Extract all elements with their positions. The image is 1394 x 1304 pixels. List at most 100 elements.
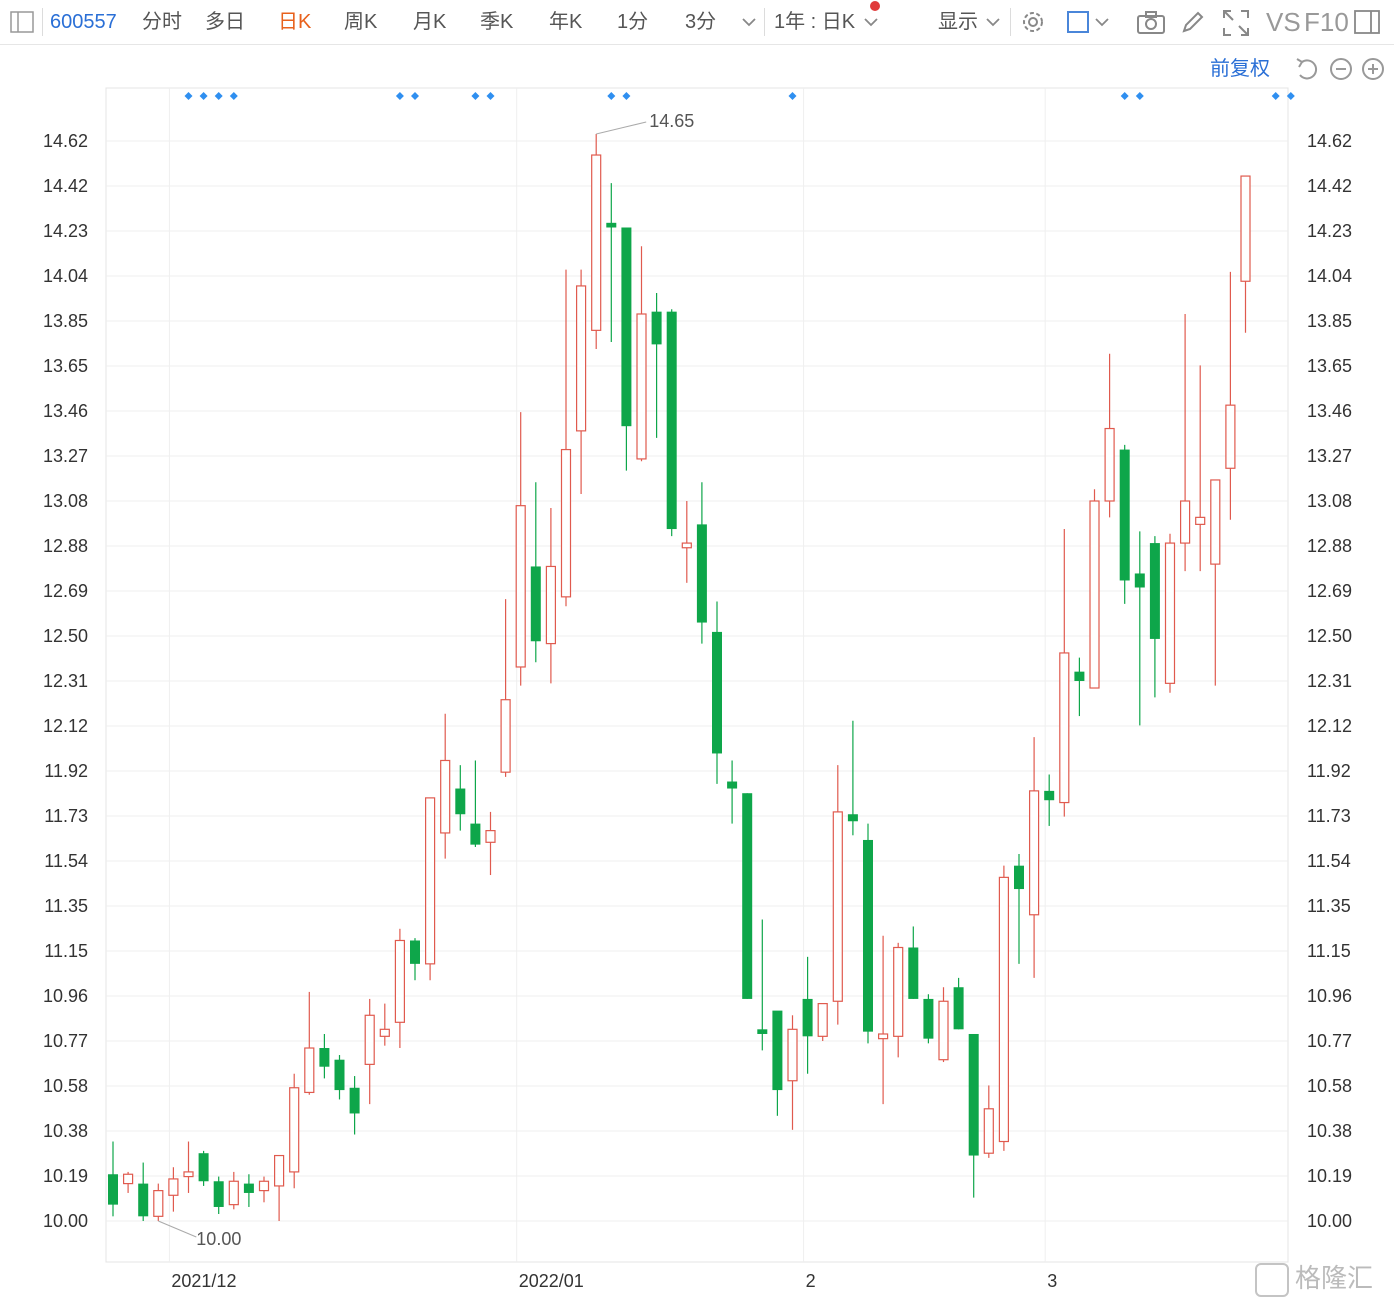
fullscreen-icon[interactable] xyxy=(1222,9,1250,37)
camera-icon[interactable] xyxy=(1136,9,1166,35)
period-selector[interactable]: 1年 : 日K xyxy=(774,11,856,33)
tab-multi-day[interactable]: 多日 xyxy=(205,11,245,33)
candle-body-down xyxy=(1014,865,1024,890)
y-tick-label-left: 13.65 xyxy=(43,356,88,376)
candle-body-up xyxy=(122,1173,134,1185)
tab-quarterly-k[interactable]: 季K xyxy=(480,11,514,33)
chevron-down-icon[interactable] xyxy=(740,13,758,31)
candle-body-down xyxy=(863,839,873,1032)
y-tick-label-left: 13.46 xyxy=(43,401,88,421)
toolbar-divider xyxy=(1010,8,1011,36)
x-tick-label: 2021/12 xyxy=(171,1271,236,1291)
y-tick-label-right: 13.27 xyxy=(1307,446,1352,466)
candle-body-up xyxy=(938,1000,949,1061)
tab-1-minute[interactable]: 1分 xyxy=(617,11,649,33)
f10-button[interactable]: F10 xyxy=(1304,7,1349,37)
stock-code[interactable]: 600557 xyxy=(50,11,117,33)
y-tick-label-right: 14.04 xyxy=(1307,266,1352,286)
square-tool-icon[interactable] xyxy=(1066,10,1090,34)
candle-body-up xyxy=(1179,500,1191,544)
event-marker-icon xyxy=(229,92,238,100)
y-tick-label-right: 10.38 xyxy=(1307,1121,1352,1141)
event-marker-icon xyxy=(1120,92,1129,100)
candle-body-down xyxy=(198,1153,209,1182)
tab-yearly-k[interactable]: 年K xyxy=(549,11,583,33)
y-tick-label-right: 12.50 xyxy=(1307,626,1352,646)
event-marker-icon xyxy=(471,92,480,100)
y-tick-label-left: 14.42 xyxy=(43,176,88,196)
y-tick-label-left: 11.15 xyxy=(44,941,88,961)
tab-daily-k[interactable]: 日K xyxy=(278,11,312,33)
candle-body-down xyxy=(1074,671,1085,681)
sidebar-toggle-icon[interactable] xyxy=(10,11,34,33)
y-tick-label-right: 11.35 xyxy=(1307,896,1351,916)
y-tick-label-left: 12.31 xyxy=(43,671,88,691)
candle-body-down xyxy=(410,940,420,964)
y-tick-label-left: 14.04 xyxy=(43,266,88,286)
tab-3-minute[interactable]: 3分 xyxy=(685,11,717,33)
candle-body-up xyxy=(1059,652,1070,804)
candle-body-up xyxy=(394,939,405,1023)
chevron-down-icon[interactable] xyxy=(1093,13,1111,31)
undo-icon[interactable] xyxy=(1294,56,1320,87)
candle-body-up xyxy=(560,448,572,598)
gear-icon[interactable] xyxy=(1020,9,1046,35)
pencil-icon[interactable] xyxy=(1180,9,1206,35)
y-tick-label-right: 10.00 xyxy=(1307,1211,1352,1231)
y-tick-label-right: 14.62 xyxy=(1307,131,1352,151)
candles xyxy=(108,133,1251,1221)
candle-body-down xyxy=(666,311,677,530)
candle-body-up xyxy=(500,699,511,773)
candle-body-down xyxy=(334,1059,345,1091)
candle-body-up xyxy=(1104,427,1115,502)
side-panel-icon[interactable] xyxy=(1354,10,1380,34)
zoom-in-icon[interactable] xyxy=(1360,56,1386,87)
event-marker-icon xyxy=(486,92,495,100)
y-tick-label-right: 12.88 xyxy=(1307,536,1352,556)
y-tick-label-right: 11.15 xyxy=(1307,941,1351,961)
watermark-logo-icon xyxy=(1255,1263,1289,1298)
tab-weekly-k[interactable]: 周K xyxy=(344,11,378,33)
chevron-down-icon[interactable] xyxy=(862,13,880,31)
event-marker-icon xyxy=(411,92,419,100)
candle-body-down xyxy=(138,1183,149,1217)
y-tick-label-right: 14.42 xyxy=(1307,176,1352,196)
candle-body-down xyxy=(455,788,466,815)
event-marker-icon xyxy=(788,92,797,100)
y-tick-label-left: 12.50 xyxy=(43,626,88,646)
y-tick-label-right: 11.73 xyxy=(1307,806,1351,826)
tab-monthly-k[interactable]: 月K xyxy=(413,11,447,33)
candle-body-down xyxy=(757,1029,768,1034)
chevron-down-icon[interactable] xyxy=(984,13,1002,31)
forward-adjust-toggle[interactable]: 前复权 xyxy=(1210,58,1270,80)
candle-body-down xyxy=(651,311,662,345)
zoom-out-icon[interactable] xyxy=(1328,56,1354,87)
tab-intraday[interactable]: 分时 xyxy=(142,11,182,33)
y-tick-label-left: 12.88 xyxy=(43,536,88,556)
y-tick-label-left: 12.12 xyxy=(43,716,88,736)
candle-body-up xyxy=(485,830,496,843)
candle-body-down xyxy=(243,1183,254,1193)
candle-body-up xyxy=(817,1002,828,1037)
vs-compare-button[interactable]: VS xyxy=(1266,7,1301,37)
toolbar-divider xyxy=(764,8,765,36)
y-tick-label-left: 13.27 xyxy=(43,446,88,466)
candle-body-down xyxy=(712,631,722,754)
candle-body-down xyxy=(802,998,813,1037)
candle-body-down xyxy=(908,947,919,999)
y-tick-label-left: 14.23 xyxy=(43,221,88,241)
min-price-leader-line xyxy=(158,1220,197,1238)
y-tick-label-left: 11.54 xyxy=(44,851,88,871)
display-menu[interactable]: 显示 xyxy=(938,11,978,33)
event-marker-icon xyxy=(395,92,404,100)
candle-body-up xyxy=(274,1154,285,1187)
candle-body-down xyxy=(530,566,541,642)
candle-body-down xyxy=(772,1010,783,1091)
candle-body-up xyxy=(168,1178,179,1196)
y-tick-label-right: 10.19 xyxy=(1307,1166,1352,1186)
y-tick-label-left: 10.19 xyxy=(43,1166,88,1186)
candle-body-up xyxy=(998,876,1010,1143)
y-tick-label-right: 10.77 xyxy=(1307,1031,1352,1051)
candle-body-up xyxy=(1028,790,1040,916)
